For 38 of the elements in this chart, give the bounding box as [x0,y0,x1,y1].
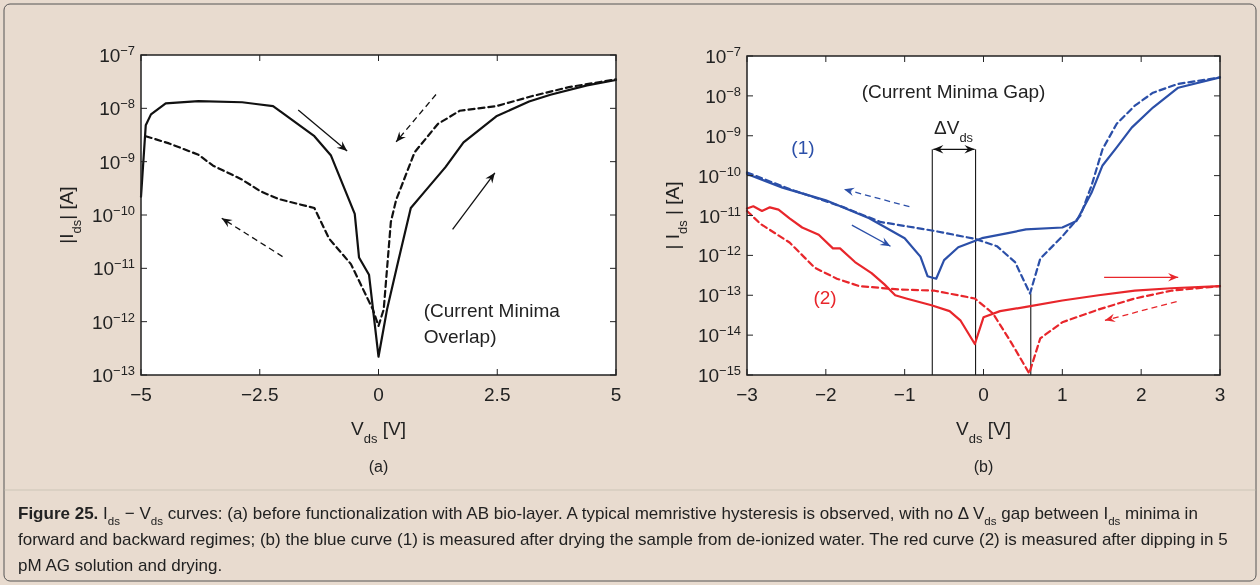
x-tick-label: −2 [815,384,837,405]
y-tick-label: 10$^{−11}$ [698,203,741,227]
y-tick-label: 10$^{−15}$ [697,362,741,386]
x-tick-label: −5 [130,384,152,405]
y-tick-label: 10$^{−8}$ [705,83,741,107]
y-tick-label: 10$^{−10}$ [91,202,135,226]
annotation: (Current Minima Gap) [861,81,1046,103]
x-tick-label: 0 [978,384,989,405]
text: (b) [973,458,994,475]
x-tick-label: 2 [1135,384,1147,405]
x-tick-label: −3 [736,384,758,405]
y-tick-label: 10$^{−8}$ [99,95,135,120]
x-axis-title: V$_{ds}$ [V] [956,418,1011,446]
x-tick-label: −1 [893,384,916,405]
y-tick-label: 10$^{−9}$ [705,123,741,147]
y-tick-label: 10$^{−12}$ [91,309,135,333]
y-tick-label: 10$^{−7}$ [705,43,741,67]
y-tick-label: 10$^{−13}$ [91,362,135,386]
x-tick-label: −2.5 [240,384,279,405]
y-tick-label: 10$^{−7}$ [99,42,135,66]
y-tick-label: 10$^{−9}$ [99,149,135,173]
text: (a) [368,458,389,475]
y-tick-label: 10$^{−11}$ [92,255,135,280]
annotation: ΔV$_{ds}$ [934,116,974,145]
x-tick-label: 1 [1057,384,1068,405]
y-tick-label: 10$^{−12}$ [697,242,741,267]
text: Figure 25. I$_{ds}$ − V$_{ds}$ curves: (a) before functionalization with AB bio-layer. A typical memristive hysteresis is observed, with no Δ V$_{ds}$ gap between I$_{ds}$ minima in forward and backward regimes; (b) the blue curve (1) is measured after drying the sample from de-ionized water. The red curve (2) is measured after dipping in 5 pM AG solution and drying. [18,504,1228,575]
x-tick-label: 0 [373,384,384,405]
x-axis-title: V$_{ds}$ [V] [351,418,406,446]
y-tick-label: 10$^{−14}$ [697,322,741,347]
y-tick-label: 10$^{−10}$ [697,163,741,187]
x-tick-label: 3 [1214,384,1226,405]
annotation: (1) [791,137,815,159]
x-tick-label: 5 [610,384,622,405]
annotation: (2) [813,287,837,309]
annotation: (Current Minima Overlap) [423,300,561,348]
x-tick-label: 2.5 [484,384,511,405]
y-tick-label: 10$^{−13}$ [697,282,741,307]
